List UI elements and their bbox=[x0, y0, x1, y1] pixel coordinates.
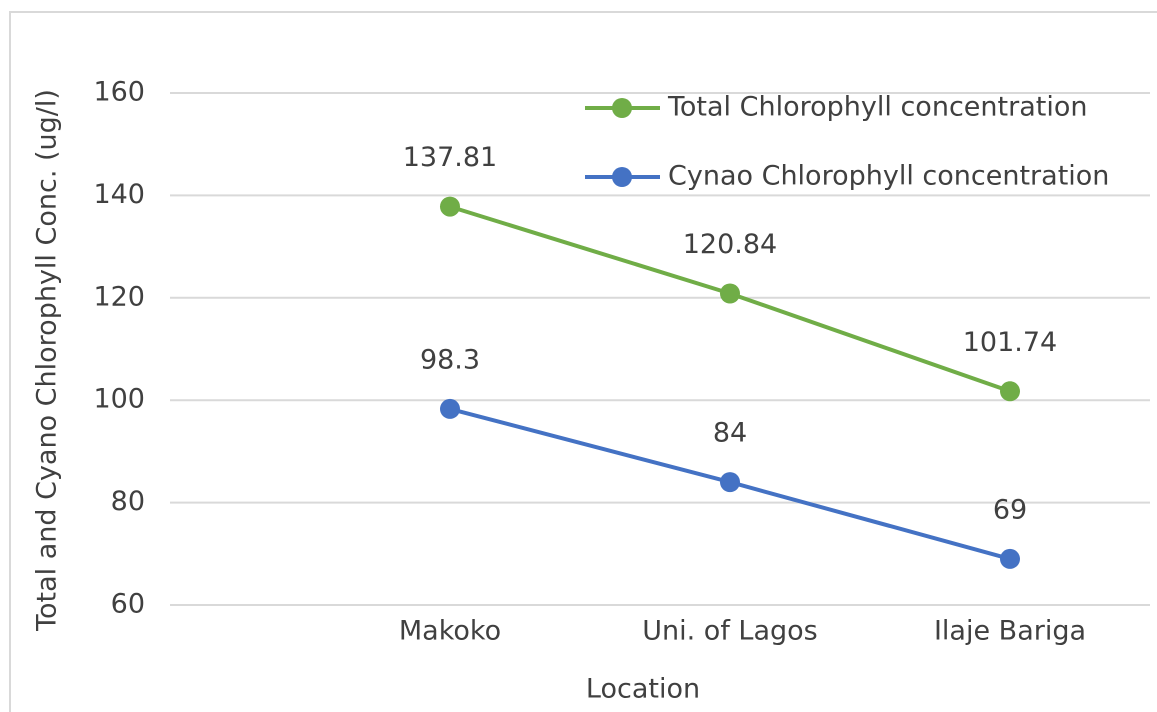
y-tick-label: 140 bbox=[93, 179, 145, 210]
data-point bbox=[720, 283, 740, 304]
data-label: 101.74 bbox=[963, 327, 1057, 358]
data-point bbox=[1000, 381, 1020, 402]
data-point bbox=[720, 472, 740, 493]
y-tick-label: 80 bbox=[111, 486, 145, 517]
data-point bbox=[440, 196, 460, 217]
chart-frame bbox=[9, 11, 1157, 712]
data-label: 84 bbox=[713, 418, 747, 449]
legend-marker bbox=[612, 98, 632, 118]
x-tick-label: Ilaje Bariga bbox=[934, 616, 1086, 647]
y-tick-label: 120 bbox=[93, 281, 145, 312]
y-axis-label: Total and Cyano Chlorophyll Conc. (ug/l) bbox=[32, 89, 63, 632]
data-point bbox=[1000, 548, 1020, 569]
data-label: 120.84 bbox=[683, 229, 777, 260]
y-tick-label: 100 bbox=[93, 384, 145, 415]
x-axis-label: Location bbox=[586, 674, 700, 705]
legend-label: Cynao Chlorophyll concentration bbox=[668, 161, 1109, 192]
data-label: 69 bbox=[993, 494, 1027, 525]
y-tick-label: 160 bbox=[93, 77, 145, 108]
legend-marker bbox=[612, 167, 632, 187]
data-label: 137.81 bbox=[403, 142, 497, 173]
y-tick-label: 60 bbox=[111, 589, 145, 620]
x-tick-label: Makoko bbox=[399, 616, 501, 647]
data-point bbox=[440, 398, 460, 419]
x-tick-label: Uni. of Lagos bbox=[642, 616, 817, 647]
legend-label: Total Chlorophyll concentration bbox=[667, 92, 1087, 123]
data-label: 98.3 bbox=[420, 344, 480, 375]
